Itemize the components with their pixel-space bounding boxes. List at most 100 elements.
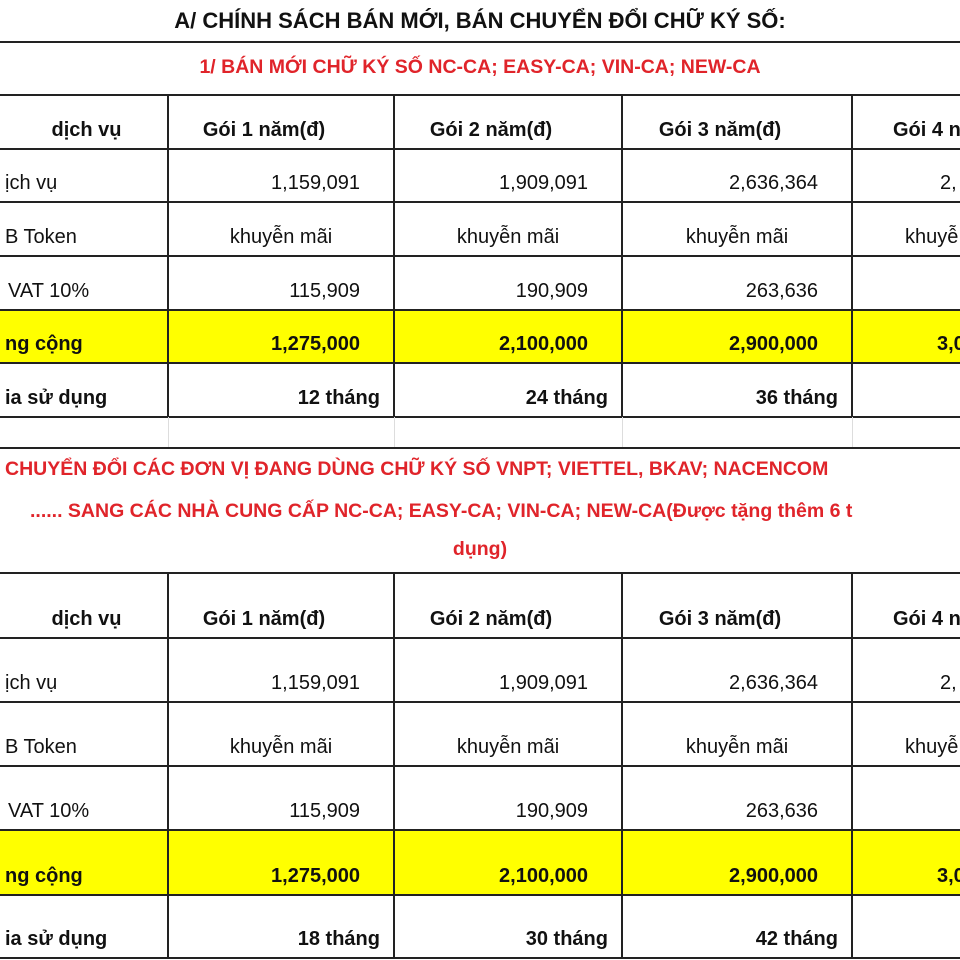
value-cell[interactable]: 2,100,000 [499, 333, 588, 355]
row-label-cell[interactable]: ịch vụ [5, 172, 58, 194]
grid-line [167, 573, 169, 958]
grid-line [0, 572, 960, 574]
page-title: A/ CHÍNH SÁCH BÁN MỚI, BÁN CHUYỂN ĐỔI CH… [174, 8, 786, 33]
value-cell[interactable]: khuyễ [905, 736, 959, 758]
grid-line [394, 417, 395, 448]
grid-line [393, 573, 395, 958]
grid-line [0, 765, 960, 767]
value-cell[interactable]: 1,909,091 [499, 672, 588, 694]
value-cell[interactable]: 18 tháng [297, 928, 380, 950]
value-cell[interactable]: 1,909,091 [499, 172, 588, 194]
value-cell[interactable]: 190,909 [515, 800, 588, 822]
value-cell[interactable]: 3,0 [937, 333, 960, 355]
table-row: ng cộng 1,275,000 2,100,000 2,900,000 3,0 [0, 830, 960, 895]
value-cell[interactable]: Gói 3 năm(đ) [658, 119, 782, 141]
value-cell[interactable]: khuyễn mãi [685, 736, 789, 758]
value-cell[interactable]: 115,909 [289, 800, 360, 822]
row-label-cell[interactable]: ng cộng [5, 333, 83, 355]
section-heading: dụng) [452, 538, 508, 560]
value-cell[interactable]: Gói 4 n [893, 119, 960, 141]
table-row: VAT 10% 115,909 190,909 263,636 [0, 256, 960, 310]
grid-line [168, 417, 169, 448]
value-cell[interactable]: khuyễn mãi [229, 226, 333, 248]
table-row: ia sử dụng 18 tháng 30 tháng 42 tháng [0, 895, 960, 958]
row-label-cell[interactable]: dịch vụ [51, 119, 122, 141]
value-cell[interactable]: khuyễn mãi [456, 226, 560, 248]
grid-line [393, 95, 395, 417]
grid-line [0, 201, 960, 203]
grid-line [851, 573, 853, 958]
value-cell[interactable]: 24 tháng [525, 387, 608, 409]
value-cell[interactable]: 1,159,091 [271, 172, 360, 194]
value-cell[interactable]: 115,909 [289, 280, 360, 302]
value-cell[interactable]: khuyễ [905, 226, 959, 248]
grid-line [0, 148, 960, 150]
value-cell[interactable]: Gói 1 năm(đ) [202, 608, 326, 630]
value-cell[interactable]: Gói 1 năm(đ) [202, 119, 326, 141]
grid-line [622, 417, 623, 448]
row-label-cell[interactable]: VAT 10% [8, 800, 90, 822]
value-cell[interactable] [852, 895, 960, 958]
value-cell[interactable]: 263,636 [745, 280, 818, 302]
table-row: VAT 10% 115,909 190,909 263,636 [0, 766, 960, 830]
value-cell[interactable]: 190,909 [515, 280, 588, 302]
value-cell[interactable]: 2,100,000 [499, 865, 588, 887]
row-label-cell[interactable]: ịch vụ [5, 672, 58, 694]
grid-line [0, 957, 960, 959]
value-cell[interactable]: khuyễn mãi [685, 226, 789, 248]
value-cell[interactable] [852, 766, 960, 830]
row-label-cell[interactable]: dịch vụ [51, 608, 122, 630]
grid-line [167, 95, 169, 417]
grid-line [0, 41, 960, 43]
section-heading: 1/ BÁN MỚI CHỮ KÝ SỐ NC-CA; EASY-CA; VIN… [199, 56, 761, 78]
grid-line [621, 573, 623, 958]
value-cell[interactable] [852, 363, 960, 417]
grid-line [0, 309, 960, 311]
grid-line [0, 94, 960, 96]
value-cell[interactable]: khuyễn mãi [456, 736, 560, 758]
grid-line [0, 255, 960, 257]
table-row: ịch vụ 1,159,091 1,909,091 2,636,364 2, [0, 149, 960, 202]
row-label-cell[interactable]: VAT 10% [8, 280, 90, 302]
value-cell[interactable]: 12 tháng [297, 387, 380, 409]
value-cell[interactable]: 30 tháng [525, 928, 608, 950]
row-label-cell[interactable]: B Token [5, 736, 77, 758]
value-cell[interactable]: 263,636 [745, 800, 818, 822]
row-label-cell[interactable]: B Token [5, 226, 77, 248]
grid-line [621, 95, 623, 417]
value-cell[interactable]: Gói 3 năm(đ) [658, 608, 782, 630]
grid-line [0, 701, 960, 703]
table-header-row: dịch vụ Gói 1 năm(đ) Gói 2 năm(đ) Gói 3 năm… [0, 95, 960, 149]
value-cell[interactable]: 36 tháng [755, 387, 838, 409]
grid-line [0, 894, 960, 896]
grid-line [0, 829, 960, 831]
table-header-row: dịch vụ Gói 1 năm(đ) Gói 2 năm(đ) Gói 3 năm… [0, 573, 960, 638]
row-label-cell[interactable]: ia sử dụng [5, 928, 108, 950]
table-row: B Token khuyễn mãi khuyễn mãi khuyễn mãi khu… [0, 702, 960, 766]
value-cell[interactable]: 2,900,000 [729, 333, 818, 355]
value-cell[interactable] [852, 256, 960, 310]
value-cell[interactable]: 3,0 [937, 865, 960, 887]
row-label-cell[interactable]: ng cộng [5, 865, 83, 887]
value-cell[interactable]: 2, [940, 172, 957, 194]
value-cell[interactable]: Gói 2 năm(đ) [429, 119, 553, 141]
value-cell[interactable]: khuyễn mãi [229, 736, 333, 758]
table-row: B Token khuyễn mãi khuyễn mãi khuyễn mãi khu… [0, 202, 960, 256]
value-cell[interactable]: 2,900,000 [729, 865, 818, 887]
value-cell[interactable]: Gói 2 năm(đ) [429, 608, 553, 630]
row-label-cell[interactable]: ia sử dụng [5, 387, 108, 409]
value-cell[interactable]: 42 tháng [755, 928, 838, 950]
value-cell[interactable]: 1,275,000 [271, 333, 360, 355]
value-cell[interactable]: 1,275,000 [271, 865, 360, 887]
table-row: ịch vụ 1,159,091 1,909,091 2,636,364 2, [0, 638, 960, 702]
grid-line [0, 416, 960, 418]
value-cell[interactable]: Gói 4 n [893, 608, 960, 630]
value-cell[interactable]: 2,636,364 [729, 172, 818, 194]
table-row: ia sử dụng 12 tháng 24 tháng 36 tháng [0, 363, 960, 417]
section-heading: ...... SANG CÁC NHÀ CUNG CẤP NC-CA; EASY… [30, 500, 853, 522]
grid-line [0, 637, 960, 639]
value-cell[interactable]: 1,159,091 [271, 672, 360, 694]
grid-line [852, 417, 853, 448]
value-cell[interactable]: 2,636,364 [729, 672, 818, 694]
value-cell[interactable]: 2, [940, 672, 957, 694]
